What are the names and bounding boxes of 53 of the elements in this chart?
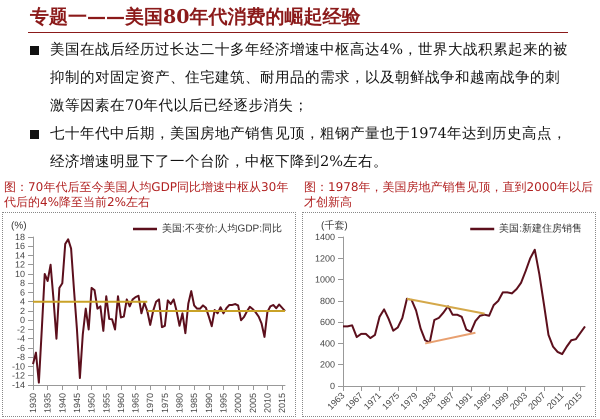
x-tick-label: 1995	[218, 392, 228, 414]
y-tick-label: -4	[16, 334, 25, 344]
y-tick-label: -14	[12, 380, 25, 390]
text: 美国在战后经历过长达二十多年经济增速中枢高达4%，世界大战积累起来的被抑制的对固定资产、住宅建筑、耐用品的需求，以及朝鲜战争和越南战争的刺激等因素在70年代以后已经逐步消失；	[50, 42, 568, 114]
y-tick-label: 8	[20, 278, 25, 288]
text: 专题一——美国80年代消费的崛起经验	[30, 5, 360, 30]
y-tick-label: 0	[330, 381, 335, 391]
y-tick-label: 10	[14, 268, 25, 279]
line-series	[342, 248, 586, 356]
x-tick-label: 1990	[204, 392, 214, 414]
y-tick-label: 800	[320, 296, 335, 306]
x-tick-label: 1970	[145, 392, 156, 414]
y-tick-label: 18	[14, 232, 25, 242]
y-tick-label: -12	[12, 370, 25, 381]
x-tick-label: 2000	[233, 392, 244, 414]
y-axis-title: (%)	[11, 220, 27, 232]
legend-label: 美国:新建住房销售	[499, 222, 582, 234]
x-tick-label: 1935	[42, 392, 53, 414]
y-tick-label: -10	[12, 361, 25, 372]
y-tick-label: 600	[320, 317, 335, 328]
y-tick-label: 200	[320, 360, 335, 370]
y-tick-label: -2	[16, 324, 25, 334]
y-tick-label: 12	[14, 260, 25, 270]
y-tick-label: 14	[14, 250, 25, 260]
chart-title: 图：1978年，美国房地产销售见顶，直到2000年以后才创新高	[304, 180, 594, 210]
x-tick-label: 1965	[130, 392, 141, 414]
x-tick-label: 1960	[116, 392, 126, 414]
x-tick-label: 1930	[28, 392, 38, 414]
y-tick-label: 1400	[314, 232, 335, 242]
legend-label: 美国:不变价:人均GDP:同比	[162, 222, 282, 234]
y-axis-title: (千套)	[321, 220, 348, 232]
x-tick-label: 1985	[189, 392, 200, 414]
y-tick-label: -6	[16, 342, 25, 353]
y-tick-label: 0	[20, 315, 25, 326]
text: 七十年代中后期，美国房地产销售见顶，粗钢产量也于1974年达到历史高点，经济增速明显下了一个台阶，中枢下降到2%左右。	[50, 126, 567, 170]
x-tick-label: 2010	[262, 392, 272, 414]
chart-title: 图：70年代后至今美国人均GDP同比增速中枢从30年代后的4%降至当前2%左右	[4, 180, 290, 210]
x-tick-label: 1980	[174, 392, 185, 414]
y-tick-label: 2	[20, 306, 25, 316]
y-tick-label: 400	[320, 338, 335, 348]
x-tick-label: 1950	[86, 392, 97, 414]
y-tick-label: 1000	[314, 274, 335, 285]
y-tick-label: 16	[14, 241, 25, 252]
x-tick-label: 2015	[277, 392, 288, 414]
x-tick-label: 1945	[72, 392, 82, 414]
x-tick-label: 1975	[160, 392, 170, 414]
x-tick-label: 1940	[57, 392, 68, 414]
y-tick-label: -8	[16, 352, 25, 362]
y-tick-label: 6	[20, 287, 25, 298]
y-tick-label: 1200	[314, 253, 335, 264]
y-tick-label: 4	[20, 296, 25, 307]
x-tick-label: 2005	[248, 392, 258, 414]
x-tick-label: 1955	[101, 392, 112, 414]
